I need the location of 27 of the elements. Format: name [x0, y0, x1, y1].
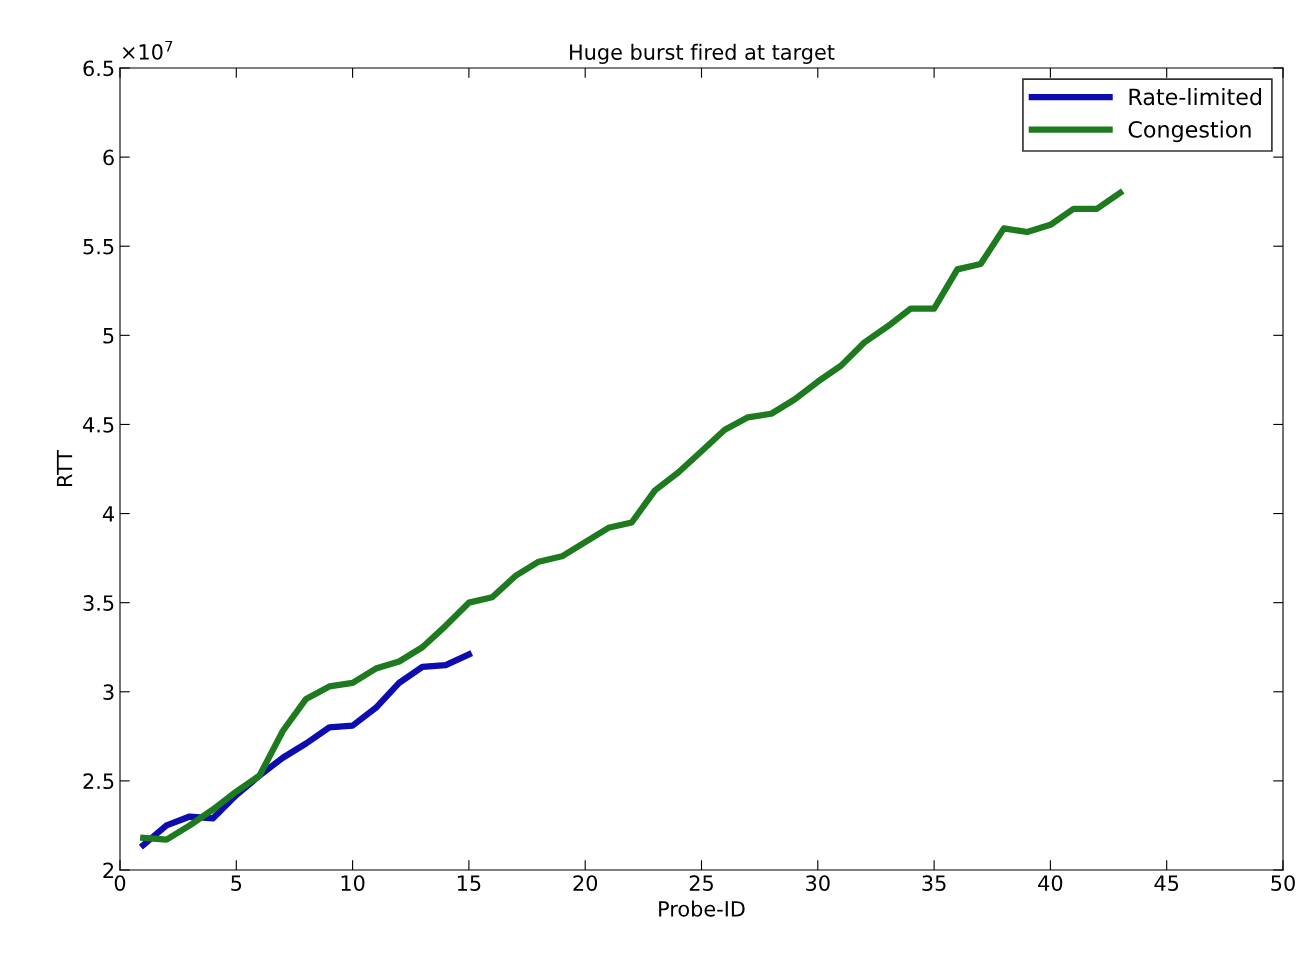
legend-label: Congestion [1128, 120, 1251, 143]
x-tick-label: 15 [457, 875, 481, 891]
chart-title: Huge burst fired at target [570, 43, 835, 64]
x-tick-label: 10 [341, 875, 365, 891]
y-tick-label: 6.5 [83, 60, 114, 77]
y-tick-label: 6 [103, 149, 114, 166]
x-axis-title: Probe-ID [659, 900, 745, 917]
y-tick-label: 3 [103, 684, 114, 700]
y-tick-label: 3.5 [83, 595, 114, 611]
x-tick-label: 50 [1271, 875, 1295, 891]
x-tick-label: 20 [573, 875, 598, 891]
x-tick-label: 45 [1154, 875, 1179, 891]
x-tick-label: 5 [231, 875, 242, 891]
y-tick-label: 2.5 [83, 773, 114, 790]
x-tick-label: 35 [922, 875, 946, 891]
x-tick-label: 25 [689, 875, 713, 891]
y-tick-label: 5.5 [83, 238, 114, 255]
y-axis-title: RTT [56, 449, 73, 486]
y-tick-label: 5 [103, 328, 114, 344]
y-tick-label: 2 [103, 862, 114, 878]
y-tick-label: 4 [102, 506, 114, 522]
x-tick-label: 40 [1038, 875, 1063, 891]
x-tick-label: 30 [806, 875, 830, 891]
text: ×10$^{7}$ [122, 40, 173, 60]
legend-label: Rate-limited [1129, 88, 1261, 106]
y-tick-label: 4.5 [83, 417, 114, 433]
x-tick-label: 0 [114, 875, 126, 891]
